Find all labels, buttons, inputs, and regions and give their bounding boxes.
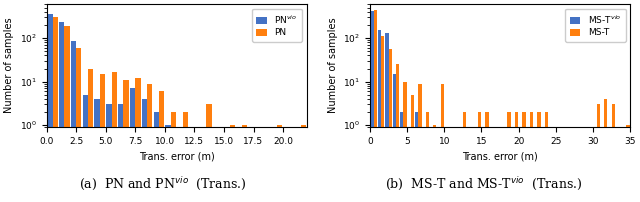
Bar xyxy=(604,99,607,202)
Bar xyxy=(374,11,377,202)
Bar xyxy=(182,112,188,202)
Bar xyxy=(301,125,306,202)
Bar xyxy=(508,112,511,202)
X-axis label: Trans. error (m): Trans. error (m) xyxy=(462,152,538,161)
Bar xyxy=(371,11,374,202)
Bar xyxy=(230,125,235,202)
Bar xyxy=(530,112,533,202)
Bar xyxy=(147,84,152,202)
Bar xyxy=(463,112,466,202)
Bar xyxy=(88,68,93,202)
Bar xyxy=(627,125,630,202)
Bar xyxy=(419,84,422,202)
Bar xyxy=(485,112,488,202)
Bar xyxy=(165,125,171,202)
Bar xyxy=(400,112,403,202)
Bar xyxy=(277,125,282,202)
Y-axis label: Number of samples: Number of samples xyxy=(328,18,337,114)
Bar xyxy=(545,112,548,202)
Bar xyxy=(634,125,637,202)
Bar xyxy=(83,95,88,202)
Bar xyxy=(392,74,396,202)
Bar xyxy=(206,104,212,202)
Bar xyxy=(415,112,419,202)
Bar xyxy=(106,104,111,202)
Bar xyxy=(171,112,176,202)
Bar xyxy=(537,112,541,202)
Bar xyxy=(118,104,124,202)
Bar xyxy=(515,112,518,202)
Y-axis label: Number of samples: Number of samples xyxy=(4,18,14,114)
Bar xyxy=(522,112,525,202)
Bar xyxy=(403,82,407,202)
Bar xyxy=(596,104,600,202)
Text: (b)  MS-T and MS-T$^{vio}$  (Trans.): (b) MS-T and MS-T$^{vio}$ (Trans.) xyxy=(385,175,582,192)
Bar xyxy=(611,104,615,202)
Bar xyxy=(385,33,388,202)
Bar xyxy=(388,49,392,202)
Bar xyxy=(124,80,129,202)
Bar xyxy=(135,78,141,202)
Bar xyxy=(65,26,70,202)
Bar xyxy=(100,74,105,202)
Bar xyxy=(440,84,444,202)
Bar xyxy=(477,112,481,202)
Bar xyxy=(76,48,81,202)
Legend: PN$^{vio}$, PN: PN$^{vio}$, PN xyxy=(252,9,302,42)
Legend: MS-T$^{vio}$, MS-T: MS-T$^{vio}$, MS-T xyxy=(565,9,625,42)
Bar xyxy=(59,22,65,202)
Bar xyxy=(159,91,164,202)
Bar xyxy=(433,125,436,202)
Bar xyxy=(426,112,429,202)
Bar xyxy=(52,17,58,202)
Bar xyxy=(130,88,135,202)
Bar xyxy=(411,95,414,202)
Bar xyxy=(142,99,147,202)
X-axis label: Trans. error (m): Trans. error (m) xyxy=(139,152,214,161)
Bar xyxy=(154,112,159,202)
Bar xyxy=(396,64,399,202)
Bar xyxy=(242,125,247,202)
Bar xyxy=(381,36,385,202)
Bar xyxy=(111,72,117,202)
Bar xyxy=(47,14,52,202)
Bar xyxy=(378,30,381,202)
Bar xyxy=(95,99,100,202)
Bar xyxy=(71,41,76,202)
Text: (a)  PN and PN$^{vio}$  (Trans.): (a) PN and PN$^{vio}$ (Trans.) xyxy=(79,175,247,192)
